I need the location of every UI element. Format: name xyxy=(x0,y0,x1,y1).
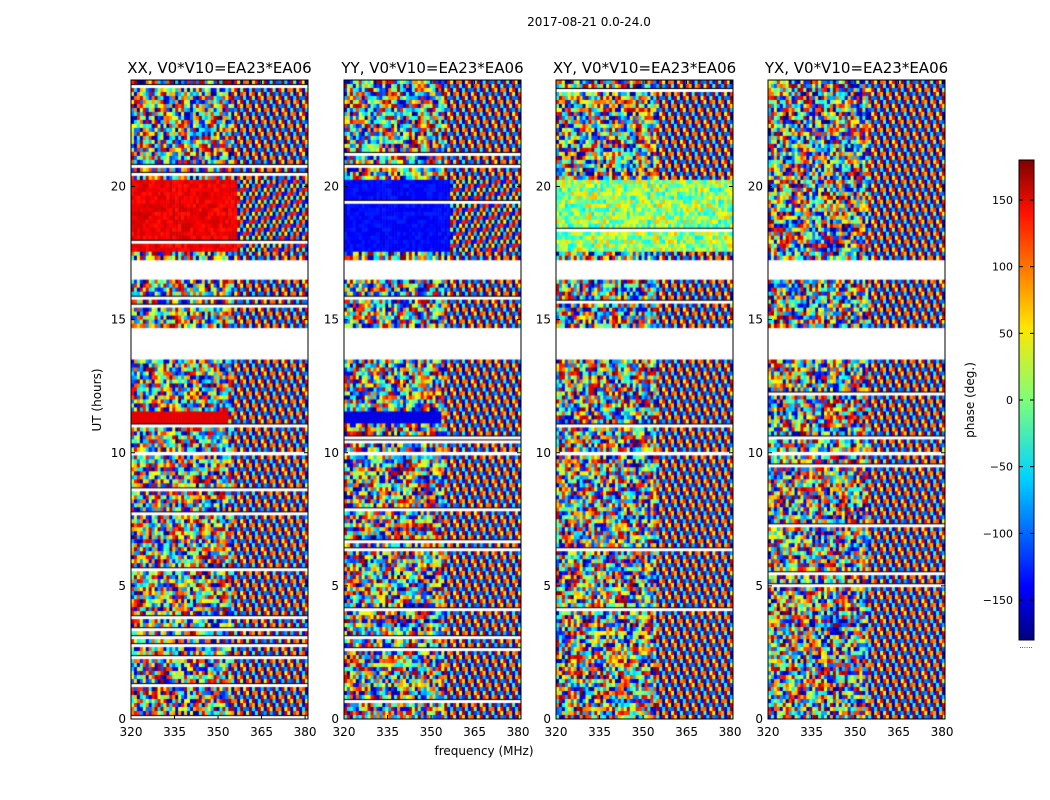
phase-heatmap xyxy=(556,80,733,719)
y-tick-label: 10 xyxy=(536,446,551,460)
x-tick-label: 335 xyxy=(800,725,823,739)
colorbar-tick-label: −100 xyxy=(983,527,1013,540)
y-tick-label: 0 xyxy=(118,712,126,726)
x-tick-label: 365 xyxy=(463,725,486,739)
y-tick-label: 0 xyxy=(331,712,339,726)
panel-1: XX, V0*V10=EA23*EA06 320 335 350 365 380 0 5 10 1… xyxy=(111,59,317,739)
phase-heatmap xyxy=(131,80,308,719)
y-tick-label: 20 xyxy=(536,180,551,194)
y-tick-label: 15 xyxy=(324,313,339,327)
y-tick-label: 5 xyxy=(755,579,763,593)
x-tick-label: 380 xyxy=(719,725,742,739)
x-tick-label: 365 xyxy=(250,725,273,739)
colorbar-tick-label: 150 xyxy=(992,194,1013,207)
y-tick-label: 10 xyxy=(748,446,763,460)
panel-title: YY, V0*V10=EA23*EA06 xyxy=(340,59,523,77)
x-tick-label: 350 xyxy=(420,725,443,739)
colorbar-label: phase (deg.) xyxy=(963,362,977,438)
panels-group: XX, V0*V10=EA23*EA06 320 335 350 365 380 0 5 10 1… xyxy=(111,59,954,739)
y-tick-label: 5 xyxy=(331,579,339,593)
x-tick-label: 320 xyxy=(333,725,356,739)
colorbar-tick-label: −50 xyxy=(990,461,1013,474)
panel-title: YX, V0*V10=EA23*EA06 xyxy=(764,59,948,77)
panel-frame xyxy=(555,79,734,720)
panel-frame xyxy=(767,79,946,720)
x-tick-label: 350 xyxy=(207,725,230,739)
x-tick-label: 320 xyxy=(545,725,568,739)
panel-title: XX, V0*V10=EA23*EA06 xyxy=(127,59,311,77)
colorbar-tick-label: 100 xyxy=(992,261,1013,274)
panel-2: YY, V0*V10=EA23*EA06 320 335 350 365 380 0 5 10 1… xyxy=(324,59,530,739)
x-tick-label: 350 xyxy=(844,725,867,739)
x-tick-label: 320 xyxy=(120,725,143,739)
colorbar-tick-label: 50 xyxy=(999,327,1013,340)
y-tick-label: 5 xyxy=(543,579,551,593)
x-tick-label: 380 xyxy=(294,725,317,739)
y-axis-label: UT (hours) xyxy=(90,368,104,431)
colorbar: 150 100 50 0 −50 −100 −150 xyxy=(983,159,1035,641)
y-tick-label: 0 xyxy=(755,712,763,726)
phase-heatmap xyxy=(768,80,945,719)
x-tick-label: 335 xyxy=(588,725,611,739)
x-tick-label: 350 xyxy=(632,725,655,739)
y-tick-label: 20 xyxy=(111,180,126,194)
panel-3: XY, V0*V10=EA23*EA06 320 335 350 365 380 0 5 10 1… xyxy=(536,59,742,739)
y-tick-label: 20 xyxy=(748,180,763,194)
panel-title: XY, V0*V10=EA23*EA06 xyxy=(553,59,736,77)
y-tick-label: 5 xyxy=(118,579,126,593)
panel-frame xyxy=(343,79,522,720)
y-tick-label: 15 xyxy=(536,313,551,327)
y-tick-label: 20 xyxy=(324,180,339,194)
y-tick-label: 15 xyxy=(748,313,763,327)
x-tick-label: 380 xyxy=(931,725,954,739)
colorbar-tick-label: 0 xyxy=(1006,394,1013,407)
y-tick-label: 10 xyxy=(324,446,339,460)
x-axis-label: frequency (MHz) xyxy=(434,744,533,758)
x-tick-label: 365 xyxy=(675,725,698,739)
phase-heatmap xyxy=(344,80,521,719)
x-tick-label: 335 xyxy=(163,725,186,739)
x-tick-label: 380 xyxy=(507,725,530,739)
figure-suptitle: 2017-08-21 0.0-24.0 xyxy=(527,15,651,29)
colorbar-below-note: ...... xyxy=(1019,642,1032,650)
x-tick-label: 320 xyxy=(757,725,780,739)
colorbar-tick-label: −150 xyxy=(983,594,1013,607)
panel-4: YX, V0*V10=EA23*EA06 320 335 350 365 380 0 5 10 1… xyxy=(748,59,954,739)
x-tick-label: 365 xyxy=(887,725,910,739)
panel-frame xyxy=(130,79,309,720)
y-tick-label: 15 xyxy=(111,313,126,327)
y-tick-label: 0 xyxy=(543,712,551,726)
x-tick-label: 335 xyxy=(376,725,399,739)
y-tick-label: 10 xyxy=(111,446,126,460)
